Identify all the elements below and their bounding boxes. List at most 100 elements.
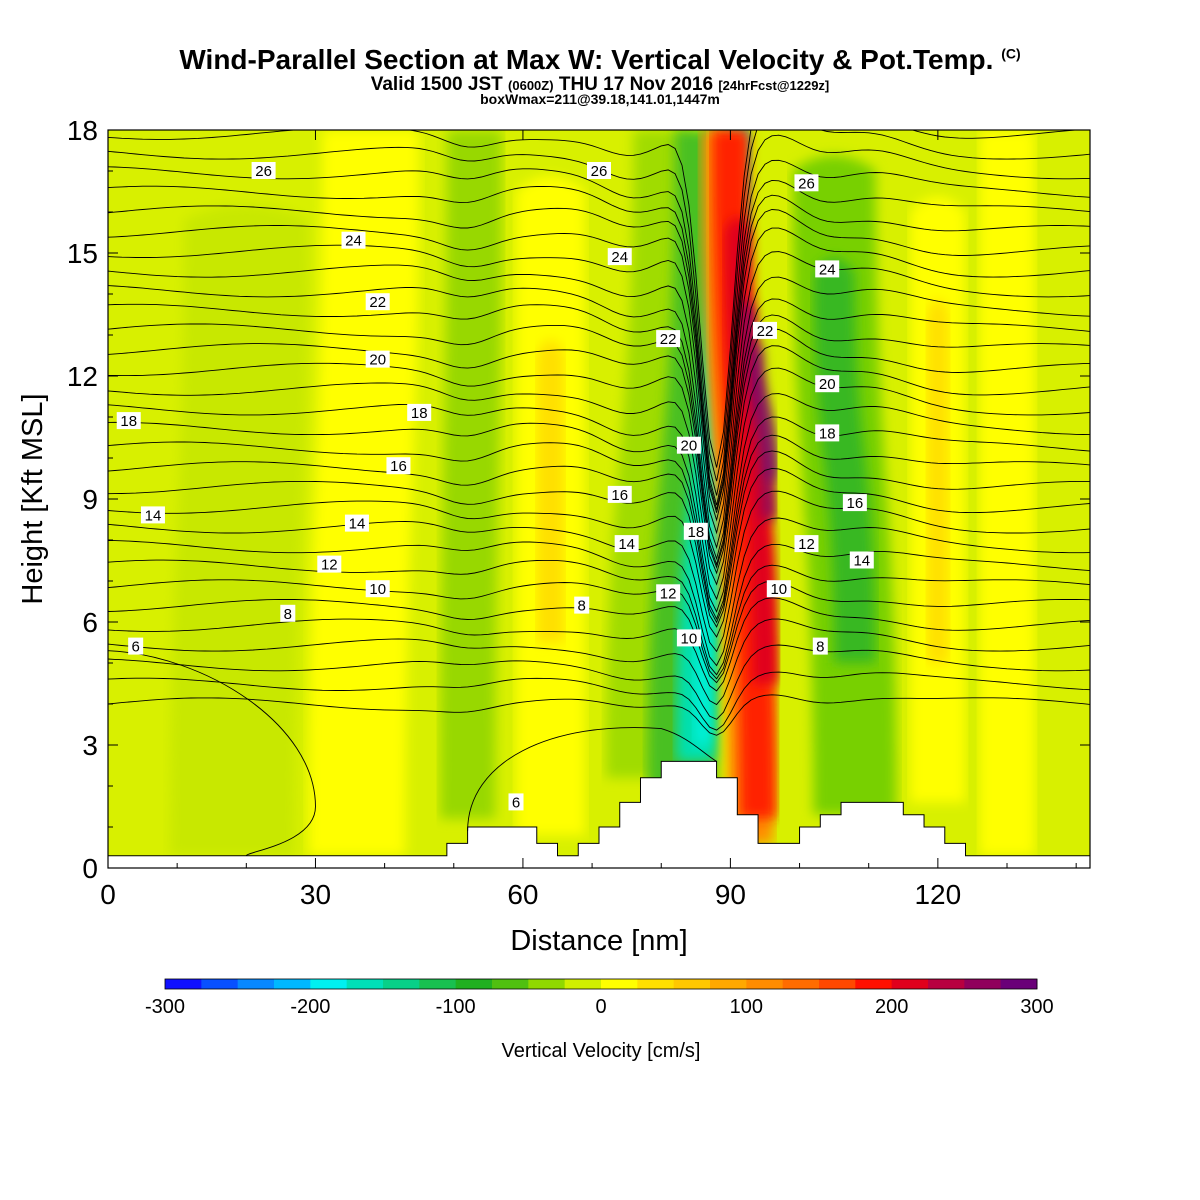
contour-label-bg-16	[386, 457, 411, 475]
contour-label-32: 6	[128, 637, 144, 656]
velocity-band-19	[979, 130, 1035, 856]
theta-contour-22	[108, 227, 1090, 535]
title-text: Wind-Parallel Section at Max W: Vertical…	[179, 44, 994, 75]
contour-label-bg-14	[683, 522, 708, 540]
contour-label-bg-17	[607, 485, 632, 503]
contour-label-bg-30	[574, 596, 590, 614]
theta-contour-29	[108, 130, 1082, 468]
velocity-band-4	[536, 340, 565, 643]
colorbar-cell-7	[419, 979, 457, 989]
contour-label-10: 20	[676, 436, 701, 455]
colorbar-cell-13	[637, 979, 675, 989]
contour-label-2: 26	[794, 174, 819, 192]
theta-contour-12	[108, 434, 1090, 624]
contour-label-text-22: 14	[853, 553, 870, 570]
contour-label-text-18: 16	[847, 495, 864, 512]
theta-contour-18	[108, 314, 1090, 569]
colorbar-cell-2	[237, 979, 275, 989]
theta-contour-26	[108, 159, 1090, 506]
contour-label-16: 16	[386, 457, 411, 475]
contour-label-bg-5	[815, 260, 840, 278]
contour-label-text-21: 14	[618, 536, 635, 553]
y-axis-label: Height [Kft MSL]	[17, 393, 49, 604]
contour-label-9: 20	[365, 350, 390, 369]
contour-label-bg-31	[812, 637, 828, 655]
colorbar-cell-17	[782, 979, 820, 989]
colorbar-cell-5	[346, 979, 384, 989]
contour-label-30: 8	[574, 596, 590, 615]
colorbar-tick-label-5: 200	[875, 996, 908, 1018]
theta-contour-6	[108, 564, 1090, 680]
colorbar-label: Vertical Velocity [cm/s]	[502, 1040, 701, 1062]
colorbar-cell-10	[528, 979, 566, 989]
contour-label-6: 22	[365, 293, 390, 311]
y-tick-label-1: 3	[82, 730, 98, 761]
contour-label-bg-19	[140, 506, 165, 524]
contour-label-text-27: 10	[681, 630, 698, 647]
y-tick-label-4: 12	[67, 361, 98, 392]
contour-label-33: 6	[508, 793, 524, 811]
contour-label-text-6: 22	[369, 294, 386, 311]
contour-label-4: 24	[607, 248, 632, 266]
theta-contour-21	[108, 251, 1090, 550]
contour-label-text-33: 6	[512, 794, 520, 811]
contour-label-bg-13	[407, 403, 432, 421]
colorbar-cell-3	[274, 979, 311, 989]
theta-contour-6-left	[108, 650, 316, 857]
contour-label-bg-23	[317, 555, 342, 573]
theta-contour-9	[108, 490, 1090, 653]
contour-label-29: 8	[280, 604, 296, 623]
title-copyright-mark: (C)	[1001, 45, 1021, 62]
y-tick-label-0: 0	[82, 853, 98, 884]
theta-contour-23	[108, 209, 1090, 522]
colorbar-cell-1	[201, 979, 239, 989]
contour-label-text-13: 18	[411, 405, 428, 422]
colorbar-cell-6	[383, 979, 420, 989]
contour-label-bg-33	[508, 793, 524, 811]
contour-label-bg-1	[587, 162, 611, 179]
velocity-band-2	[439, 130, 503, 819]
velocity-band-1	[308, 130, 420, 856]
contour-label-bg-7	[656, 330, 681, 348]
contour-label-21: 14	[614, 535, 639, 553]
x-tick-label-1: 30	[300, 879, 331, 910]
chart-title: Wind-Parallel Section at Max W: Vertical…	[0, 44, 1200, 76]
contour-label-bg-26	[365, 580, 390, 598]
theta-contour-11	[108, 450, 1090, 628]
contour-label-3: 24	[341, 231, 366, 250]
colorbar-cell-21	[928, 979, 965, 989]
contour-label-14: 18	[683, 522, 708, 541]
contour-label-text-4: 24	[611, 249, 628, 266]
contour-label-text-23: 12	[321, 557, 338, 574]
colorbar-cell-23	[1000, 979, 1038, 989]
theta-contour-4	[108, 597, 1090, 692]
y-tick-label-5: 15	[67, 238, 98, 269]
colorbar-cell-22	[964, 979, 1002, 989]
velocity-band-5	[605, 130, 689, 778]
theta-contour-13	[108, 416, 1090, 621]
theta-contour-1	[108, 671, 1090, 731]
contour-label-text-10: 20	[681, 438, 698, 455]
x-tick-label-3: 90	[715, 879, 746, 910]
theta-contour-5	[108, 580, 1090, 684]
contour-label-bg-12	[116, 412, 141, 430]
velocity-band-0	[170, 204, 309, 856]
contour-label-text-16: 16	[390, 458, 407, 475]
contour-label-text-9: 20	[369, 352, 386, 369]
contour-label-bg-4	[607, 248, 632, 266]
theta-contour-6-mid	[467, 727, 717, 832]
contour-label-text-19: 14	[145, 507, 162, 524]
contour-label-text-28: 10	[770, 581, 787, 598]
theta-contour-16	[108, 345, 1090, 586]
terrain-profile	[107, 760, 1091, 869]
contour-label-text-17: 16	[611, 487, 628, 504]
contour-label-text-30: 8	[578, 598, 586, 615]
contour-label-text-1: 26	[591, 163, 608, 180]
contour-label-text-0: 26	[255, 163, 272, 180]
contour-label-23: 12	[317, 555, 342, 574]
theta-contours	[108, 130, 1090, 857]
y-tick-label-3: 9	[82, 484, 98, 515]
contour-label-1: 26	[587, 162, 611, 180]
box-wmax-info: boxWmax=211@39.18,141.01,1447m	[480, 91, 720, 107]
